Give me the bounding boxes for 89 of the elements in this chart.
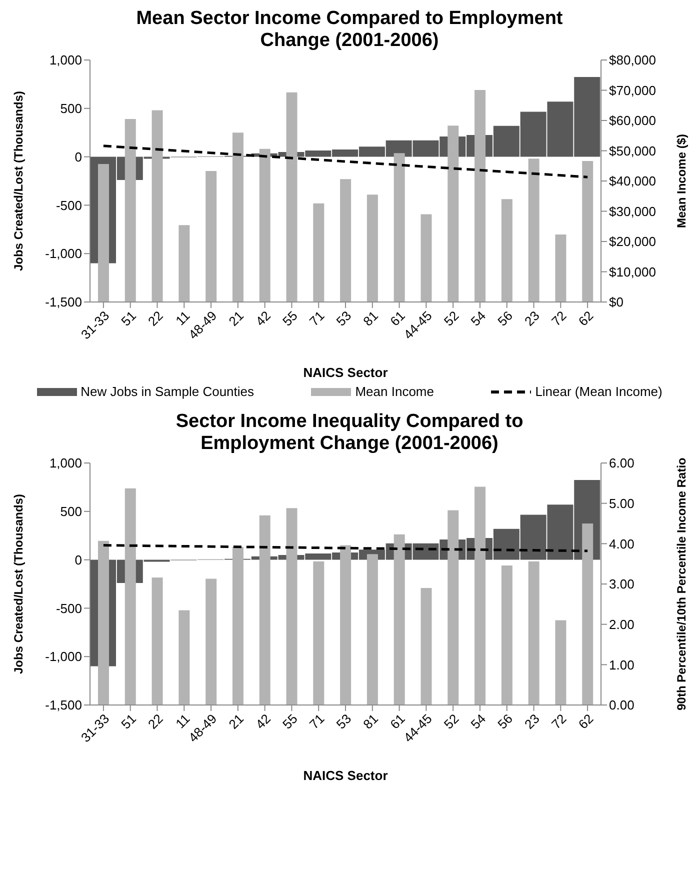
x-tick-label: 11 bbox=[172, 308, 193, 328]
bar bbox=[582, 161, 594, 302]
y-tick-label: -1,500 bbox=[45, 294, 82, 310]
y-axis-title: Jobs Created/Lost (Thousands) bbox=[11, 494, 26, 674]
y-tick-label: -1,500 bbox=[45, 698, 82, 713]
x-tick-label: 53 bbox=[333, 308, 354, 329]
y2-tick-label: $60,000 bbox=[609, 113, 656, 128]
x-tick-label: 21 bbox=[226, 308, 247, 329]
legend-label: Mean Income bbox=[355, 384, 434, 399]
y-tick-label: -1,000 bbox=[45, 649, 82, 664]
y-tick-label: 0 bbox=[74, 149, 82, 164]
x-tick-label: 51 bbox=[118, 711, 139, 732]
y-tick-label: -1,000 bbox=[45, 246, 82, 262]
y-tick-label: 1,000 bbox=[49, 456, 82, 471]
y2-tick-label: 2.00 bbox=[609, 616, 634, 632]
x-tick-label: 72 bbox=[548, 711, 570, 732]
legend-label: Linear (Mean Income) bbox=[535, 384, 662, 399]
x-tick-label: 52 bbox=[440, 308, 462, 329]
bar bbox=[206, 578, 217, 705]
x-tick-label: 23 bbox=[522, 308, 542, 329]
bar bbox=[501, 199, 512, 302]
x-tick-label: 22 bbox=[145, 711, 166, 732]
bar bbox=[178, 610, 190, 705]
x-tick-label: 22 bbox=[145, 308, 166, 329]
bar bbox=[528, 158, 540, 302]
x-tick-label: 21 bbox=[226, 711, 247, 732]
y2-tick-label: $20,000 bbox=[609, 234, 656, 250]
x-tick-label: 53 bbox=[333, 711, 354, 732]
bar bbox=[152, 578, 163, 705]
x-tick-label: 11 bbox=[172, 711, 193, 732]
y2-axis-title: 90th Percentile/10th Percentile Income Ratio bbox=[674, 458, 688, 710]
y2-tick-label: 4.00 bbox=[609, 536, 634, 552]
legend-label: New Jobs in Sample Counties bbox=[80, 384, 254, 399]
x-tick-label: 42 bbox=[252, 308, 274, 329]
y2-tick-label: 3.00 bbox=[609, 576, 634, 592]
bar bbox=[178, 225, 190, 302]
bar bbox=[340, 179, 352, 302]
x-tick-label: 55 bbox=[280, 711, 300, 732]
bar bbox=[206, 171, 217, 302]
x-tick-label: 56 bbox=[494, 308, 516, 329]
x-tick-label: 62 bbox=[575, 308, 596, 329]
y2-tick-label: $50,000 bbox=[609, 143, 656, 158]
bar bbox=[501, 565, 512, 705]
x-tick-label: 61 bbox=[387, 711, 408, 732]
bar bbox=[420, 214, 432, 302]
x-tick-label: 72 bbox=[548, 308, 570, 329]
bar bbox=[420, 588, 432, 705]
x-tick-label: 55 bbox=[280, 308, 300, 329]
y2-tick-label: 1.00 bbox=[609, 657, 634, 672]
x-axis-title: NAICS Sector bbox=[303, 768, 388, 783]
y2-tick-label: $30,000 bbox=[609, 204, 656, 219]
bar bbox=[366, 194, 378, 302]
y2-tick-label: $70,000 bbox=[609, 82, 656, 98]
y2-tick-label: $10,000 bbox=[609, 264, 656, 280]
y-axis-title: Jobs Created/Lost (Thousands) bbox=[11, 90, 26, 272]
x-tick-label: 51 bbox=[118, 308, 139, 329]
bar bbox=[232, 546, 244, 705]
x-tick-label: 52 bbox=[440, 711, 462, 732]
x-tick-label: 62 bbox=[575, 711, 596, 732]
x-axis-title: NAICS Sector bbox=[303, 365, 388, 380]
bar bbox=[555, 620, 566, 705]
x-tick-label: 81 bbox=[360, 308, 382, 329]
x-tick-label: 71 bbox=[306, 711, 328, 732]
x-tick-label: 23 bbox=[522, 711, 542, 732]
bar bbox=[555, 234, 566, 302]
y2-tick-label: $0 bbox=[609, 294, 624, 310]
x-tick-label: 61 bbox=[387, 308, 408, 329]
bar bbox=[232, 132, 244, 302]
y-tick-label: 500 bbox=[60, 504, 82, 520]
y-tick-label: 1,000 bbox=[49, 52, 82, 68]
chart-title: Sector Income Inequality Compared to Employment Change (2001-2006) bbox=[174, 411, 524, 455]
y2-tick-label: $40,000 bbox=[609, 174, 656, 189]
y-tick-label: 0 bbox=[74, 552, 82, 568]
x-tick-label: 56 bbox=[494, 711, 516, 732]
y2-tick-label: 0.00 bbox=[609, 698, 634, 713]
x-tick-label: 54 bbox=[468, 308, 489, 329]
x-tick-label: 81 bbox=[360, 711, 382, 732]
y-tick-label: 500 bbox=[60, 101, 82, 116]
x-tick-label: 42 bbox=[252, 711, 274, 732]
y2-tick-label: 5.00 bbox=[609, 496, 634, 511]
y2-tick-label: $80,000 bbox=[609, 52, 656, 68]
y2-axis-title: Mean Income ($) bbox=[674, 134, 688, 228]
y-tick-label: -500 bbox=[56, 198, 82, 213]
x-tick-label: 54 bbox=[468, 711, 489, 732]
y-tick-label: -500 bbox=[56, 600, 82, 616]
x-tick-label: 71 bbox=[306, 308, 328, 329]
chart-title: Mean Sector Income Compared to Employment Change (2001-2006) bbox=[135, 8, 564, 52]
y2-tick-label: 6.00 bbox=[609, 456, 634, 471]
bar bbox=[313, 203, 324, 302]
